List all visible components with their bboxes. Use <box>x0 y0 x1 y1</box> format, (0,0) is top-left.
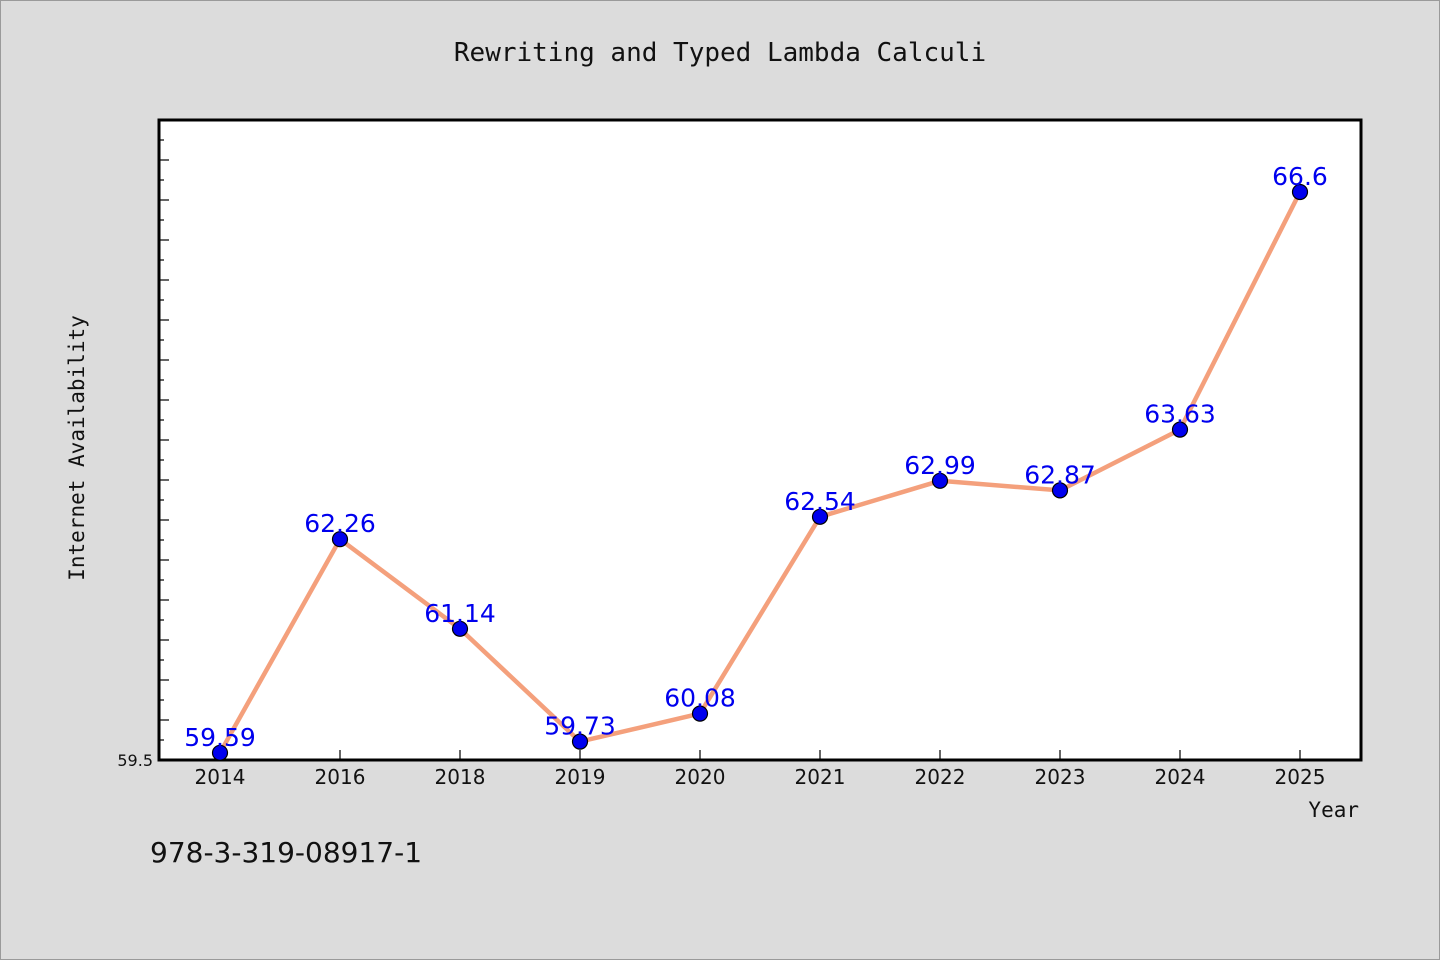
data-label: 63.63 <box>1144 400 1216 429</box>
y-tick-label: 59.5 <box>117 751 153 770</box>
data-label: 66.6 <box>1272 162 1328 191</box>
y-axis-ticks <box>159 119 169 761</box>
x-tick-label: 2022 <box>915 765 966 789</box>
data-label: 59.59 <box>184 723 256 752</box>
x-axis-title: Year <box>1308 798 1359 822</box>
x-tick-label: 2023 <box>1035 765 1086 789</box>
data-point <box>691 705 709 722</box>
x-tick-label: 2019 <box>555 765 606 789</box>
data-label: 62.26 <box>304 509 376 538</box>
y-axis-title: Internet Availability <box>65 315 89 581</box>
x-tick-label: 2016 <box>315 765 366 789</box>
series-line <box>217 189 1303 756</box>
data-point <box>811 508 829 525</box>
x-tick-label: 2014 <box>195 765 246 789</box>
data-point <box>571 733 589 750</box>
x-tick-label: 2020 <box>675 765 726 789</box>
x-tick-label: 2021 <box>795 765 846 789</box>
data-label: 62.54 <box>784 487 856 516</box>
x-tick-label: 2025 <box>1275 765 1326 789</box>
data-label: 61.14 <box>424 599 496 628</box>
data-point <box>1171 421 1189 438</box>
plot-area <box>157 118 1363 762</box>
data-point <box>931 472 949 489</box>
data-label: 62.99 <box>904 451 976 480</box>
data-point <box>331 531 349 548</box>
series-layer: 59.59 62.26 61.14 59.73 60.08 62.54 62.99 62.87… <box>184 162 1328 761</box>
data-label: 62.87 <box>1024 460 1096 489</box>
x-tick-label: 2024 <box>1155 765 1206 789</box>
x-tick-label: 2018 <box>435 765 486 789</box>
data-point <box>211 744 229 761</box>
data-point <box>1051 482 1069 499</box>
data-label: 60.08 <box>664 684 736 713</box>
x-axis-ticks: 2014 2016 2018 2019 2020 2021 2022 2023 2024 2025 <box>195 750 1326 789</box>
data-label: 59.73 <box>544 712 616 741</box>
data-point <box>1291 183 1309 201</box>
chart-title: Rewriting and Typed Lambda Calculi <box>454 38 986 68</box>
data-point <box>451 620 469 637</box>
footer-isbn: 978-3-319-08917-1 <box>150 836 422 869</box>
